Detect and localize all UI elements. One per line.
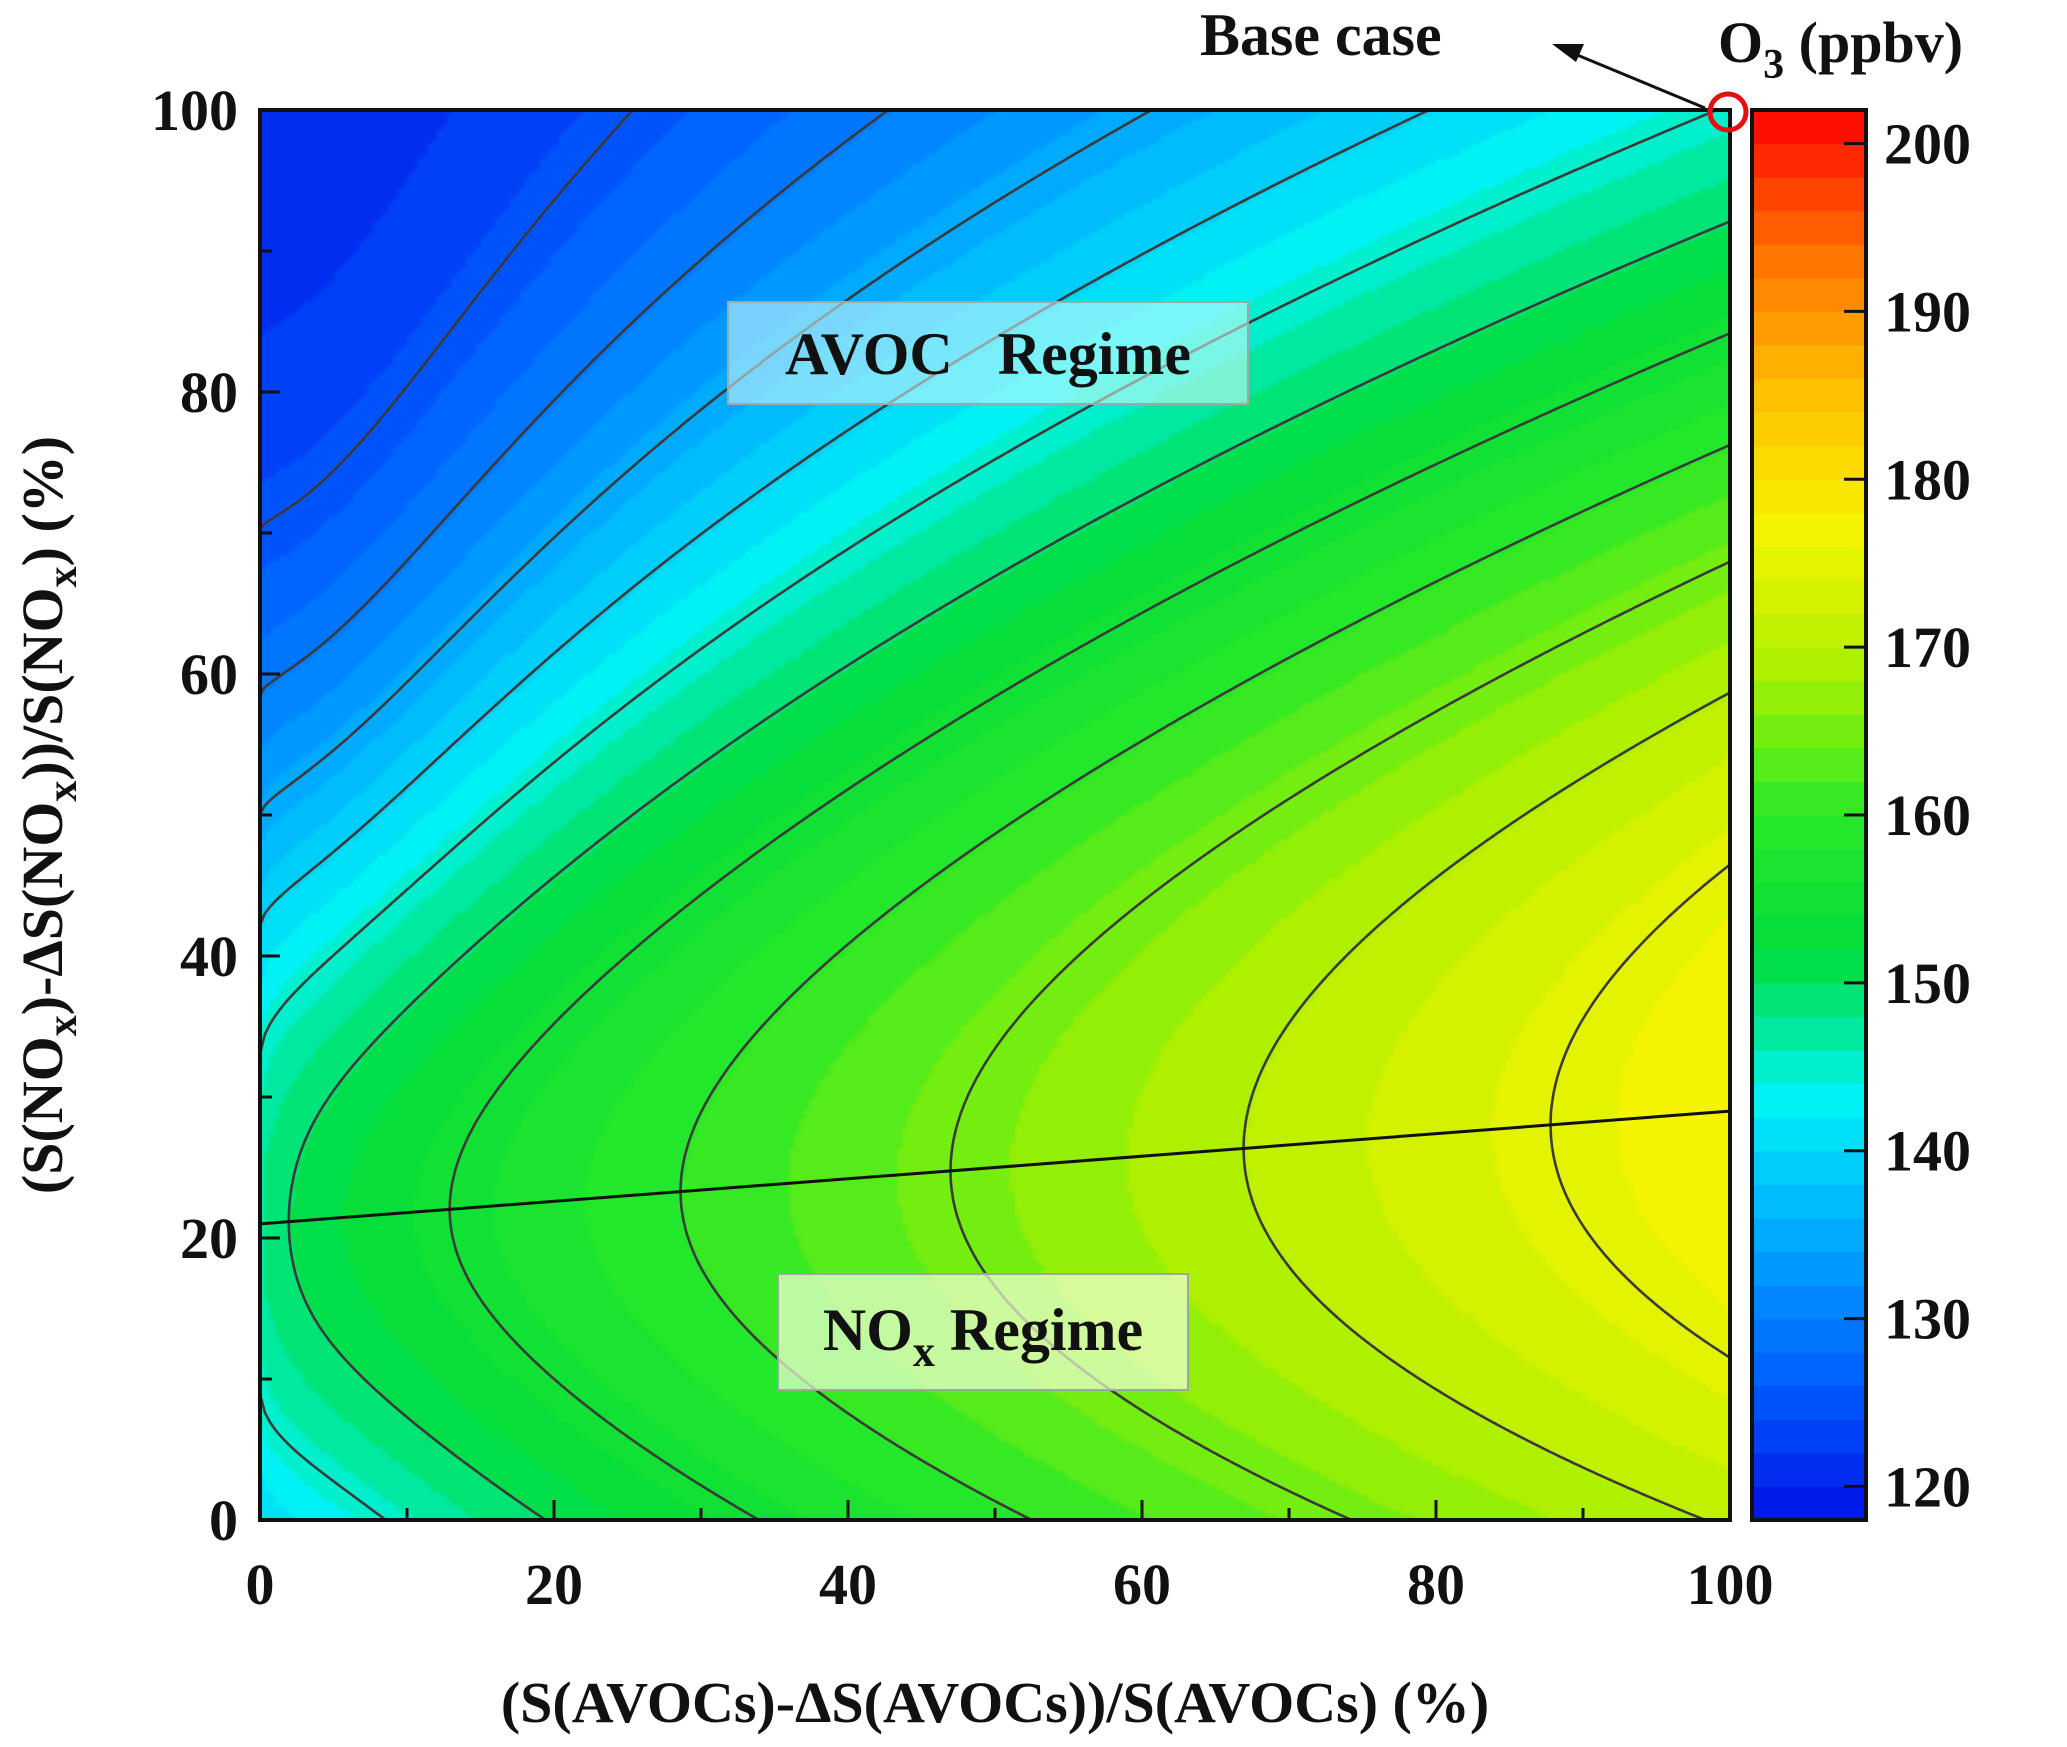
colorbar-tick-label: 120 [1884,1454,1971,1519]
colorbar-band [1752,277,1866,313]
y-tick-label: 0 [209,1488,238,1553]
colorbar-band [1752,345,1866,380]
colorbar-band [1752,311,1866,346]
contour-lines [260,110,1730,1520]
colorbar-band [1752,1285,1866,1320]
colorbar-band [1752,1452,1866,1488]
colorbar-band [1752,949,1866,984]
colorbar-band [1752,1050,1866,1085]
colorbar-band [1752,882,1866,917]
base-case-arrowhead [1552,44,1584,62]
contour-line [260,110,634,530]
colorbar-band [1752,445,1866,480]
colorbar-band [1752,479,1866,514]
x-tick-label: 40 [819,1552,877,1617]
colorbar-band [1752,143,1866,178]
colorbar-band [1752,1117,1866,1152]
colorbar-band [1752,412,1866,447]
x-axis-title: (S(AVOCs)-ΔS(AVOCs))/S(AVOCs) (%) [501,1670,1489,1735]
colorbar-band [1752,580,1866,615]
colorbar-band [1752,647,1866,682]
colorbar-band [1752,1385,1866,1420]
base-case-arrow [1569,50,1706,110]
colorbar-band [1752,512,1866,548]
colorbar-band [1752,1419,1866,1454]
colorbar-band [1752,781,1866,816]
colorbar-band [1752,1352,1866,1387]
x-tick-label: 60 [1113,1552,1171,1617]
x-tick-label: 0 [246,1552,275,1617]
colorbar-band [1752,1318,1866,1353]
colorbar-band [1752,110,1866,145]
colorbar-band [1752,378,1866,413]
svg-text:NOx Regime: NOx Regime [823,1297,1143,1376]
colorbar-band [1752,1251,1866,1286]
colorbar-tick-label: 200 [1884,112,1971,177]
y-tick-label: 100 [151,78,238,143]
colorbar [1752,110,1866,1521]
colorbar-title: O3 (ppbv) [1718,10,1963,88]
base-case-marker [1707,91,1749,133]
colorbar-band [1752,1486,1866,1521]
colorbar-band [1752,1184,1866,1219]
colorbar-band [1752,714,1866,749]
colorbar-band [1752,848,1866,883]
colorbar-tick-label: 190 [1884,279,1971,344]
colorbar-band [1752,1083,1866,1118]
y-tick-label: 20 [180,1206,238,1271]
contour-line [448,332,1730,1520]
colorbar-tick-label: 150 [1884,951,1971,1016]
colorbar-band [1752,1217,1866,1253]
colorbar-tick-label: 170 [1884,615,1971,680]
colorbar-band [1752,177,1866,212]
colorbar-tick-label: 130 [1884,1287,1971,1352]
colorbar-band [1752,546,1866,581]
ridge-line-path [260,1109,1730,1226]
x-tick-label: 100 [1687,1552,1774,1617]
y-axis-title: (S(NOx)-ΔS(NOx))/S(NOx) (%) [10,436,86,1194]
colorbar-band [1752,915,1866,950]
colorbar-band [1752,680,1866,715]
colorbar-band [1752,1150,1866,1185]
colorbar-band [1752,815,1866,850]
colorbar-band [1752,244,1866,279]
avoc-regime-label: AVOC Regime [727,301,1249,405]
colorbar-band [1752,210,1866,245]
colorbar-band [1752,982,1866,1018]
y-tick-label: 40 [180,924,238,989]
nox-regime-label: NOx Regime [777,1273,1189,1391]
y-tick-label: 60 [180,642,238,707]
colorbar-band [1752,613,1866,648]
contour-line [679,443,1730,1520]
contour-line [260,110,890,695]
colorbar-band [1752,747,1866,783]
colorbar-ticks: 120 130 140 150 160 170 180 190 200 [1844,112,1971,1519]
y-axis-ticks: 0 20 40 60 80 100 [151,78,280,1553]
base-case-label: Base case [1200,2,1442,68]
colorbar-band [1752,1016,1866,1051]
colorbar-tick-label: 140 [1884,1119,1971,1184]
colorbar-tick-label: 160 [1884,783,1971,848]
x-tick-label: 80 [1407,1552,1465,1617]
svg-text:AVOC Regime: AVOC Regime [785,321,1191,387]
x-tick-label: 20 [525,1552,583,1617]
contour-line [1549,863,1730,1359]
colorbar-tick-label: 180 [1884,447,1971,512]
x-axis-ticks: 0 20 40 60 80 100 [246,1500,1774,1617]
y-tick-label: 80 [180,360,238,425]
ridge-line [260,1109,1730,1226]
